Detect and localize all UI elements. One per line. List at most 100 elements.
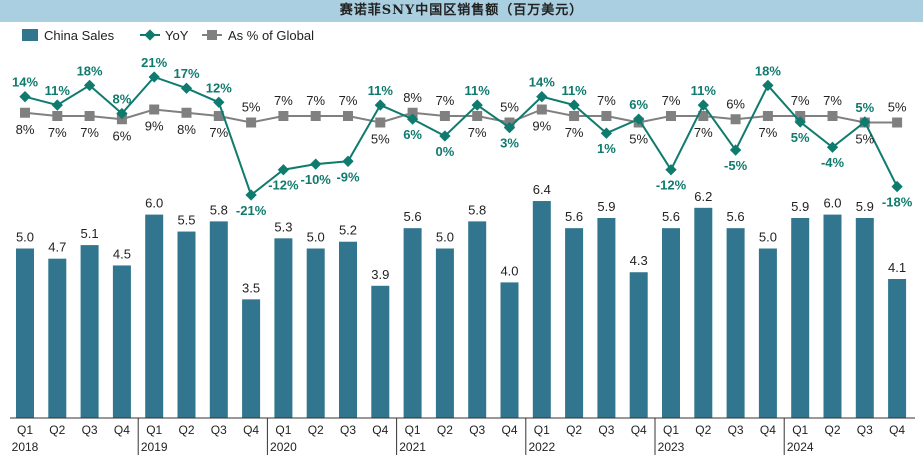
marker-yoy [891, 180, 903, 193]
x-tick-label: Q3 [340, 423, 356, 437]
bar-data-label: 3.9 [371, 267, 389, 282]
marker-global [439, 111, 450, 121]
yoy-data-label: -5% [724, 158, 748, 173]
x-tick-label: Q2 [566, 423, 582, 437]
x-tick-label: Q1 [275, 423, 291, 437]
marker-global [472, 111, 483, 121]
bar-data-label: 5.1 [81, 226, 99, 241]
x-tick-label: Q1 [146, 423, 162, 437]
yoy-data-label: 1% [597, 141, 616, 156]
yoy-data-label: -4% [821, 155, 845, 170]
yoy-data-label: 12% [206, 80, 232, 95]
bar-china-sales [112, 265, 131, 418]
bar-data-label: 4.7 [48, 240, 66, 255]
bar-china-sales [823, 214, 842, 418]
bar-china-sales [80, 245, 99, 418]
chart-title: 赛诺菲SNY中国区销售额（百万美元） [0, 0, 923, 22]
marker-global [730, 114, 741, 125]
bar-data-label: 4.1 [888, 260, 906, 275]
x-tick-label: Q3 [728, 423, 744, 437]
x-year-label: 2022 [528, 440, 555, 454]
global-data-label: 5% [888, 100, 907, 115]
marker-yoy [665, 164, 677, 176]
global-data-label: 5% [371, 132, 390, 147]
global-data-label: 7% [597, 93, 616, 108]
marker-global [666, 111, 676, 121]
x-tick-label: Q4 [889, 423, 905, 437]
global-data-label: 8% [177, 122, 196, 137]
x-tick-label: Q4 [501, 423, 517, 437]
x-tick-label: Q4 [114, 423, 130, 437]
yoy-data-label: 3% [500, 136, 519, 151]
marker-global [20, 107, 30, 118]
bar-china-sales [177, 231, 196, 418]
bar-data-label: 6.0 [823, 196, 841, 211]
bar-data-label: 4.0 [500, 263, 518, 278]
marker-global [181, 107, 192, 118]
marker-yoy [19, 91, 31, 103]
global-data-label: 7% [662, 93, 681, 108]
x-tick-label: Q4 [372, 423, 388, 437]
x-tick-label: Q2 [437, 423, 453, 437]
bar-china-sales [209, 221, 228, 418]
global-data-label: 6% [726, 96, 745, 111]
global-data-label: 7% [209, 125, 228, 140]
bar-data-label: 5.9 [597, 199, 615, 214]
bar-china-sales [565, 228, 584, 418]
yoy-data-label: -18% [882, 195, 913, 210]
marker-yoy [729, 144, 742, 156]
bar-data-label: 5.0 [436, 230, 454, 245]
yoy-data-label: 8% [113, 92, 132, 107]
bar-data-label: 6.4 [533, 182, 551, 197]
marker-global [375, 117, 386, 128]
x-tick-label: Q1 [17, 423, 33, 437]
marker-global [698, 111, 709, 121]
x-tick-label: Q4 [243, 423, 259, 437]
x-tick-label: Q2 [308, 423, 324, 437]
bar-data-label: 5.6 [662, 209, 680, 224]
bar-china-sales [145, 214, 164, 418]
yoy-data-label: 11% [368, 83, 394, 98]
marker-global [795, 111, 806, 121]
marker-global [407, 107, 418, 118]
bar-china-sales [48, 258, 67, 418]
x-year-label: 2018 [12, 440, 39, 454]
bar-china-sales [306, 248, 325, 418]
x-tick-label: Q2 [824, 423, 840, 437]
marker-global [310, 111, 321, 121]
yoy-data-label: 6% [629, 97, 648, 112]
marker-yoy [374, 99, 386, 111]
bar-data-label: 4.5 [113, 246, 131, 261]
marker-yoy [342, 155, 354, 167]
marker-global [278, 111, 289, 121]
bar-data-label: 5.3 [274, 219, 292, 234]
x-tick-label: Q3 [82, 423, 98, 437]
bar-data-label: 5.9 [856, 199, 874, 214]
bar-china-sales [791, 217, 810, 418]
marker-global [601, 111, 612, 121]
bar-china-sales [371, 285, 390, 418]
bar-data-label: 6.0 [145, 196, 163, 211]
bar-data-label: 3.5 [242, 280, 260, 295]
marker-yoy [826, 141, 839, 153]
marker-yoy [213, 96, 225, 108]
yoy-data-label: 14% [12, 75, 38, 90]
global-data-label: 6% [113, 128, 132, 143]
yoy-data-label: 11% [561, 83, 587, 98]
global-data-label: 5% [855, 132, 874, 147]
bar-data-label: 5.6 [404, 209, 422, 224]
bar-data-label: 5.6 [565, 209, 583, 224]
x-tick-label: Q2 [178, 423, 194, 437]
bar-data-label: 5.0 [307, 230, 325, 245]
global-data-label: 7% [274, 93, 293, 108]
bar-china-sales [662, 228, 680, 418]
global-data-label: 7% [80, 125, 99, 140]
global-data-label: 8% [16, 122, 35, 137]
x-tick-label: Q1 [534, 423, 550, 437]
marker-global [116, 114, 127, 125]
marker-global [149, 104, 160, 115]
bar-china-sales [403, 228, 422, 418]
bar-china-sales [855, 217, 874, 418]
bar-data-label: 5.0 [759, 230, 777, 245]
